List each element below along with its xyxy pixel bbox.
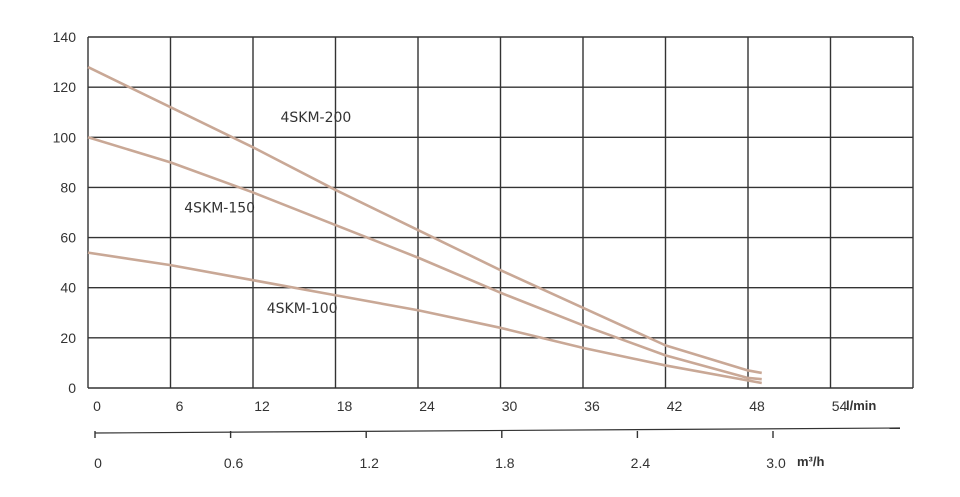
y-tick-label: 40 (60, 280, 76, 296)
y-tick-label: 100 (53, 129, 77, 145)
secondary-x-tick-label: 2.4 (631, 455, 651, 471)
x-axis-unit-label: l/min (846, 398, 876, 413)
x-tick-label: 0 (93, 398, 101, 414)
secondary-axis-line (94, 427, 901, 434)
secondary-x-tick-label: 1.8 (495, 455, 515, 471)
x-tick-label: 54 (832, 398, 848, 414)
x-tick-label: 6 (176, 398, 184, 414)
series-line-4skm-200 (87, 65, 762, 375)
x-tick-label: 18 (337, 398, 353, 414)
y-tick-label: 60 (60, 230, 76, 246)
series-label: 4SKM-100 (267, 301, 338, 317)
secondary-x-axis-unit-label: m³/h (797, 454, 825, 469)
y-tick-label: 120 (53, 79, 77, 95)
y-tick-label: 80 (60, 179, 76, 195)
x-tick-label: 42 (667, 398, 683, 414)
chart-grid (87, 36, 914, 389)
series-label: 4SKM-150 (184, 201, 255, 217)
x-tick-label: 12 (254, 398, 270, 414)
secondary-x-axis: 0 0.6 1.2 1.8 2.4 3.0 (94, 427, 901, 471)
series-labels: 4SKM-200 4SKM-150 4SKM-100 (184, 110, 351, 317)
secondary-x-tick-label: 0 (94, 455, 102, 471)
x-tick-label: 30 (502, 398, 518, 414)
secondary-x-tick-label: 1.2 (359, 455, 379, 471)
x-tick-label: 36 (584, 398, 600, 414)
series-line-4skm-100 (87, 251, 762, 385)
series-line-4skm-150 (87, 136, 762, 381)
y-tick-label: 0 (68, 380, 76, 396)
x-tick-label: 24 (419, 398, 435, 414)
x-axis-ticks: 0 6 12 18 24 30 36 42 48 54 (93, 398, 847, 414)
series-label: 4SKM-200 (281, 110, 352, 126)
secondary-x-tick-label: 0.6 (224, 455, 244, 471)
series-lines (87, 65, 762, 385)
x-tick-label: 48 (749, 398, 765, 414)
y-tick-label: 20 (60, 330, 76, 346)
secondary-x-tick-label: 3.0 (766, 455, 786, 471)
y-axis-ticks: 0 20 40 60 80 100 120 140 (53, 29, 77, 396)
y-tick-label: 140 (53, 29, 77, 45)
